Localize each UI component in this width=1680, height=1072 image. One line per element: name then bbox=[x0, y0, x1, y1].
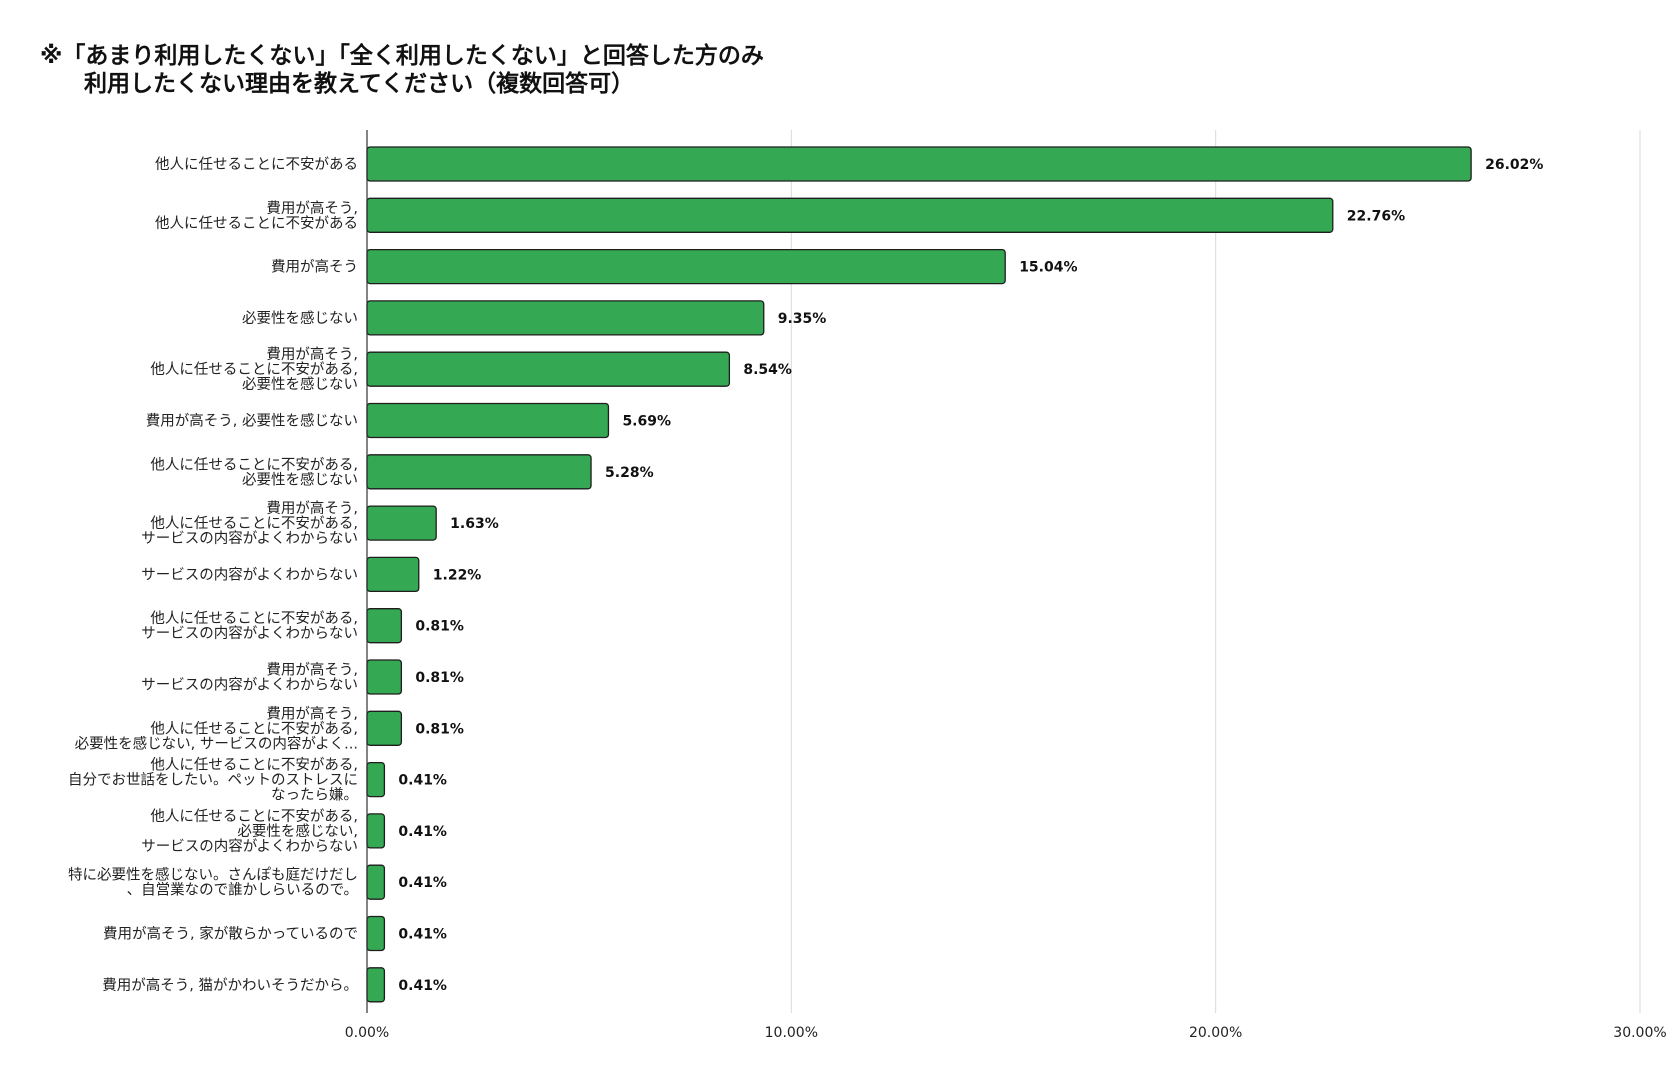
bar bbox=[366, 402, 610, 439]
bar bbox=[366, 967, 386, 1003]
data-label: 0.41% bbox=[398, 773, 447, 789]
bar bbox=[366, 556, 420, 593]
bar bbox=[366, 197, 1334, 233]
x-tick-label: 20.00% bbox=[1189, 1025, 1242, 1041]
data-label: 9.35% bbox=[778, 311, 827, 327]
y-category-label: サービスの内容がよくわからない bbox=[141, 677, 358, 694]
y-category-label: 費用が高そう, bbox=[266, 662, 358, 679]
y-category-label: 必要性を感じない, サービスの内容がよく... bbox=[75, 735, 358, 752]
chart-title-line-2: 利用したくない理由を教えてください（複数回答可） bbox=[84, 71, 635, 97]
data-label: 1.63% bbox=[450, 516, 499, 532]
y-category-label: 自分でお世話をしたい。ペットのストレスに bbox=[68, 772, 358, 789]
y-category-label: 費用が高そう, bbox=[266, 705, 358, 722]
bar bbox=[366, 608, 403, 644]
y-category-label: 他人に任せることに不安がある bbox=[155, 156, 358, 173]
data-label: 0.81% bbox=[415, 619, 464, 635]
bar bbox=[366, 710, 403, 746]
bar bbox=[366, 300, 765, 336]
y-category-label: 費用が高そう bbox=[271, 259, 358, 276]
y-category-label: 必要性を感じない bbox=[242, 471, 358, 488]
bar bbox=[366, 505, 437, 541]
y-category-label: 費用が高そう, bbox=[266, 200, 358, 217]
y-category-label: 他人に任せることに不安がある, bbox=[150, 808, 358, 825]
y-category-label: 必要性を感じない bbox=[242, 310, 358, 327]
data-label: 1.22% bbox=[433, 567, 482, 583]
bar bbox=[366, 659, 403, 695]
y-category-label: 費用が高そう, 家が散らかっているので bbox=[103, 926, 358, 943]
data-label: 0.41% bbox=[398, 875, 447, 891]
x-tick-label: 30.00% bbox=[1613, 1025, 1666, 1041]
y-category-label: サービスの内容がよくわからない bbox=[141, 566, 358, 583]
y-category-label: サービスの内容がよくわからない bbox=[141, 530, 358, 547]
bar bbox=[366, 761, 386, 798]
y-category-label: 他人に任せることに不安がある, bbox=[150, 361, 358, 378]
data-label: 0.81% bbox=[415, 721, 464, 737]
y-category-label: 必要性を感じない bbox=[242, 376, 358, 393]
bar bbox=[366, 146, 1472, 182]
data-label: 0.41% bbox=[398, 927, 447, 943]
bar bbox=[366, 915, 386, 952]
bar bbox=[366, 351, 731, 387]
data-label: 15.04% bbox=[1019, 260, 1077, 276]
y-category-label: 他人に任せることに不安がある, bbox=[150, 757, 358, 774]
y-category-label: 特に必要性を感じない。さんぽも庭だけだし bbox=[68, 867, 358, 884]
y-category-label: 費用が高そう, bbox=[266, 346, 358, 363]
x-tick-label: 10.00% bbox=[765, 1025, 818, 1041]
y-category-label: サービスの内容がよくわからない bbox=[141, 838, 358, 855]
y-category-label: 、自営業なので誰かしらいるので。 bbox=[127, 882, 358, 899]
y-category-label: 他人に任せることに不安がある bbox=[155, 215, 358, 232]
y-category-label: 他人に任せることに不安がある, bbox=[150, 515, 358, 532]
y-category-label: 他人に任せることに不安がある, bbox=[150, 720, 358, 737]
chart-title-line-1: ※「あまり利用したくない」「全く利用したくない」と回答した方のみ bbox=[40, 43, 764, 69]
y-category-label: 費用が高そう, 必要性を感じない bbox=[146, 413, 358, 430]
bar bbox=[366, 864, 386, 900]
data-label: 0.41% bbox=[398, 978, 447, 994]
y-category-label: なったら嫌。 bbox=[271, 787, 358, 804]
y-category-label: 費用が高そう, 猫がかわいそうだから。 bbox=[102, 977, 358, 994]
data-label: 8.54% bbox=[743, 362, 792, 378]
bar bbox=[366, 813, 386, 849]
data-label: 22.76% bbox=[1347, 208, 1405, 224]
data-label: 0.41% bbox=[398, 824, 447, 840]
y-category-label: 他人に任せることに不安がある, bbox=[150, 456, 358, 473]
x-tick-label: 0.00% bbox=[345, 1025, 389, 1041]
y-category-label: 他人に任せることに不安がある, bbox=[150, 610, 358, 627]
y-category-label: 必要性を感じない, bbox=[237, 823, 358, 840]
data-label: 5.28% bbox=[605, 465, 654, 481]
data-label: 0.81% bbox=[415, 670, 464, 686]
data-label: 5.69% bbox=[622, 414, 671, 430]
bar bbox=[366, 454, 592, 490]
y-category-label: 費用が高そう, bbox=[266, 500, 358, 517]
bar bbox=[366, 248, 1006, 285]
data-label: 26.02% bbox=[1485, 157, 1543, 173]
y-category-label: サービスの内容がよくわからない bbox=[141, 625, 358, 642]
